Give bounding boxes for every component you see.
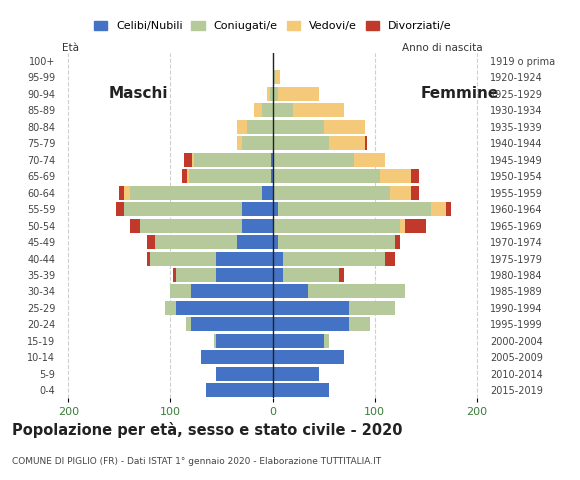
Bar (405, 218, 426, 233)
Bar (273, 252, 283, 265)
Bar (262, 103, 273, 118)
Bar (237, 235, 273, 249)
Bar (116, 202, 125, 216)
Bar (194, 153, 270, 167)
Bar (216, 268, 273, 282)
Bar (237, 136, 242, 150)
Bar (262, 186, 273, 200)
Bar (283, 252, 385, 265)
Bar (293, 103, 344, 118)
Bar (273, 334, 324, 348)
Bar (176, 268, 216, 282)
Bar (201, 350, 273, 364)
Bar (385, 252, 395, 265)
Bar (270, 87, 273, 101)
Bar (216, 334, 273, 348)
Bar (324, 334, 329, 348)
Bar (129, 218, 140, 233)
Bar (283, 268, 339, 282)
Bar (411, 186, 419, 200)
Bar (278, 87, 318, 101)
Bar (273, 383, 329, 397)
Bar (349, 317, 369, 331)
Bar (273, 285, 309, 299)
Bar (192, 153, 194, 167)
Bar (273, 153, 354, 167)
Bar (273, 71, 275, 84)
Bar (191, 285, 273, 299)
Bar (147, 252, 150, 265)
Bar (309, 285, 405, 299)
Bar (278, 235, 395, 249)
Bar (273, 350, 344, 364)
Bar (270, 169, 273, 183)
Bar (267, 87, 270, 101)
Bar (447, 202, 451, 216)
Bar (354, 153, 385, 167)
Bar (339, 268, 344, 282)
Bar (254, 103, 262, 118)
Bar (247, 120, 273, 134)
Text: Maschi: Maschi (109, 86, 169, 101)
Bar (129, 186, 262, 200)
Bar (324, 120, 365, 134)
Bar (216, 367, 273, 381)
Bar (380, 169, 411, 183)
Bar (215, 334, 216, 348)
Bar (125, 202, 242, 216)
Bar (176, 301, 273, 315)
Bar (182, 169, 187, 183)
Bar (349, 301, 395, 315)
Bar (273, 268, 283, 282)
Bar (237, 120, 247, 134)
Bar (273, 202, 278, 216)
Bar (125, 186, 129, 200)
Bar (273, 120, 324, 134)
Bar (273, 87, 278, 101)
Bar (165, 301, 176, 315)
Text: Femmine: Femmine (420, 86, 499, 101)
Bar (189, 169, 270, 183)
Bar (187, 169, 189, 183)
Bar (270, 153, 273, 167)
Text: Età: Età (62, 43, 79, 53)
Bar (147, 235, 155, 249)
Bar (216, 252, 273, 265)
Bar (400, 218, 405, 233)
Bar (329, 136, 365, 150)
Bar (395, 235, 400, 249)
Legend: Celibi/Nubili, Coniugati/e, Vedovi/e, Divorziati/e: Celibi/Nubili, Coniugati/e, Vedovi/e, Di… (92, 19, 454, 34)
Bar (140, 218, 242, 233)
Bar (186, 317, 191, 331)
Bar (150, 252, 216, 265)
Bar (273, 103, 293, 118)
Bar (275, 71, 280, 84)
Bar (278, 202, 431, 216)
Bar (119, 186, 125, 200)
Bar (273, 186, 390, 200)
Bar (431, 202, 447, 216)
Bar (242, 136, 273, 150)
Bar (273, 136, 329, 150)
Bar (365, 136, 367, 150)
Bar (155, 235, 237, 249)
Bar (191, 317, 273, 331)
Bar (390, 186, 411, 200)
Bar (273, 218, 400, 233)
Text: Anno di nascita: Anno di nascita (403, 43, 483, 53)
Bar (273, 317, 349, 331)
Bar (411, 169, 419, 183)
Text: COMUNE DI PIGLIO (FR) - Dati ISTAT 1° gennaio 2020 - Elaborazione TUTTITALIA.IT: COMUNE DI PIGLIO (FR) - Dati ISTAT 1° ge… (12, 457, 380, 466)
Text: Popolazione per età, sesso e stato civile - 2020: Popolazione per età, sesso e stato civil… (12, 421, 402, 438)
Bar (242, 202, 273, 216)
Bar (171, 285, 191, 299)
Bar (173, 268, 176, 282)
Bar (242, 218, 273, 233)
Bar (206, 383, 273, 397)
Bar (273, 169, 380, 183)
Bar (273, 235, 278, 249)
Bar (273, 367, 318, 381)
Bar (184, 153, 192, 167)
Bar (273, 301, 349, 315)
